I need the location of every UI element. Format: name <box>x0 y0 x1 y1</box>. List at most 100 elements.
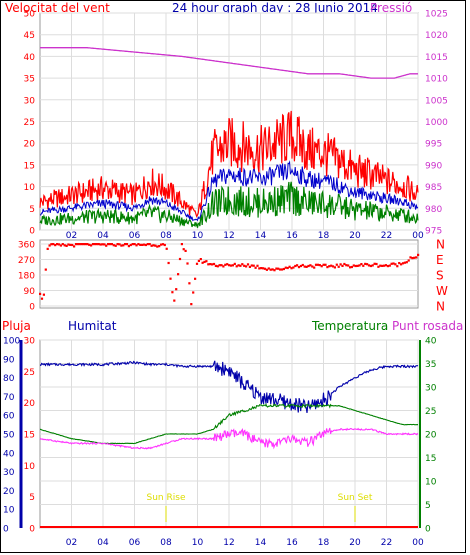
direction-point <box>343 262 346 266</box>
direction-point <box>318 264 321 267</box>
direction-point <box>277 267 280 270</box>
compass-label: N <box>436 300 445 314</box>
wind-tick-label: 40 <box>24 53 36 63</box>
x-tick-label: 08 <box>160 231 172 241</box>
compass-label: S <box>436 269 444 283</box>
direction-point <box>394 263 397 266</box>
direction-point <box>218 264 221 267</box>
wind-tick-label: 30 <box>24 96 36 106</box>
direction-point <box>146 243 149 246</box>
x-tick-label: 06 <box>129 231 141 241</box>
direction-point <box>44 268 47 271</box>
direction-point <box>88 243 91 246</box>
pressure-axis-title: Pressió <box>370 1 412 15</box>
x-tick-label: 22 <box>381 231 392 241</box>
direction-point <box>39 292 42 295</box>
direction-point <box>345 264 348 267</box>
x-tick-label: 04 <box>97 231 109 241</box>
temperature-tick-label: 5 <box>425 501 431 511</box>
direction-point <box>160 243 163 246</box>
direction-point <box>313 266 316 269</box>
direction-point <box>209 263 212 266</box>
direction-point <box>99 243 102 246</box>
direction-point <box>229 264 233 267</box>
direction-point <box>245 265 248 268</box>
direction-point <box>239 264 242 267</box>
direction-point <box>292 266 295 269</box>
direction-point <box>59 244 62 247</box>
humitat-tick-label: 15 <box>24 431 35 441</box>
direction-point <box>335 263 338 266</box>
temperature-tick-label: 30 <box>425 384 437 394</box>
direction-point <box>383 264 386 267</box>
direction-point <box>175 288 178 291</box>
temperature-tick-label: 10 <box>425 478 437 488</box>
wind-tick-label: 0 <box>29 227 35 237</box>
direction-tick-label: 90 <box>24 287 36 297</box>
direction-point <box>256 264 259 267</box>
direction-point <box>377 265 380 268</box>
direction-point <box>120 244 123 247</box>
direction-point <box>409 256 412 259</box>
direction-point <box>288 265 291 268</box>
direction-point <box>271 268 274 271</box>
direction-point <box>413 256 416 259</box>
direction-point <box>184 249 187 252</box>
direction-point <box>401 262 405 265</box>
pressure-tick-label: 990 <box>425 161 442 171</box>
direction-point <box>324 263 327 266</box>
direction-point <box>241 263 244 266</box>
direction-point <box>192 291 195 294</box>
rain-tick-label: 20 <box>3 487 15 497</box>
direction-point <box>407 259 410 262</box>
direction-point <box>263 267 267 270</box>
direction-tick-label: 180 <box>18 272 35 282</box>
direction-point <box>396 265 399 268</box>
humitat-tick-label: 30 <box>24 337 36 347</box>
direction-point <box>131 243 134 246</box>
rain-tick-label: 10 <box>3 506 15 516</box>
x-tick-label: 00 <box>412 538 424 548</box>
direction-point <box>110 243 113 246</box>
direction-point <box>260 267 263 270</box>
direction-point <box>161 243 165 246</box>
direction-point <box>386 265 389 268</box>
humitat-tick-label: 25 <box>24 368 35 378</box>
direction-point <box>282 267 285 271</box>
direction-point <box>356 264 359 267</box>
direction-point <box>280 268 284 271</box>
direction-point <box>307 264 310 268</box>
direction-point <box>392 262 395 265</box>
temperature-tick-label: 15 <box>425 454 436 464</box>
rain-tick-label: 50 <box>3 431 15 441</box>
rain-tick-label: 40 <box>3 449 15 459</box>
direction-point <box>366 263 369 266</box>
x-tick-label: 20 <box>349 538 361 548</box>
direction-point <box>97 243 100 246</box>
pressure-tick-label: 975 <box>425 227 442 237</box>
humitat-tick-label: 0 <box>29 525 35 535</box>
pressure-series <box>40 47 418 79</box>
direction-point <box>46 247 49 250</box>
direction-point <box>156 245 159 248</box>
direction-point <box>243 264 246 267</box>
direction-point <box>180 243 183 246</box>
direction-point <box>48 244 51 247</box>
wind-avg-series <box>39 160 419 222</box>
direction-point <box>56 243 59 246</box>
direction-point <box>154 244 157 247</box>
compass-label: E <box>436 253 444 267</box>
x-tick-label: 00 <box>412 231 424 241</box>
pressure-tick-label: 1010 <box>425 75 448 85</box>
direction-point <box>233 262 236 265</box>
direction-point <box>197 259 200 262</box>
x-tick-label: 02 <box>66 538 77 548</box>
direction-point <box>203 260 206 263</box>
direction-point <box>267 267 270 270</box>
direction-point <box>82 243 85 246</box>
direction-point <box>73 245 76 248</box>
x-tick-label: 06 <box>129 538 141 548</box>
x-tick-label: 18 <box>318 231 330 241</box>
